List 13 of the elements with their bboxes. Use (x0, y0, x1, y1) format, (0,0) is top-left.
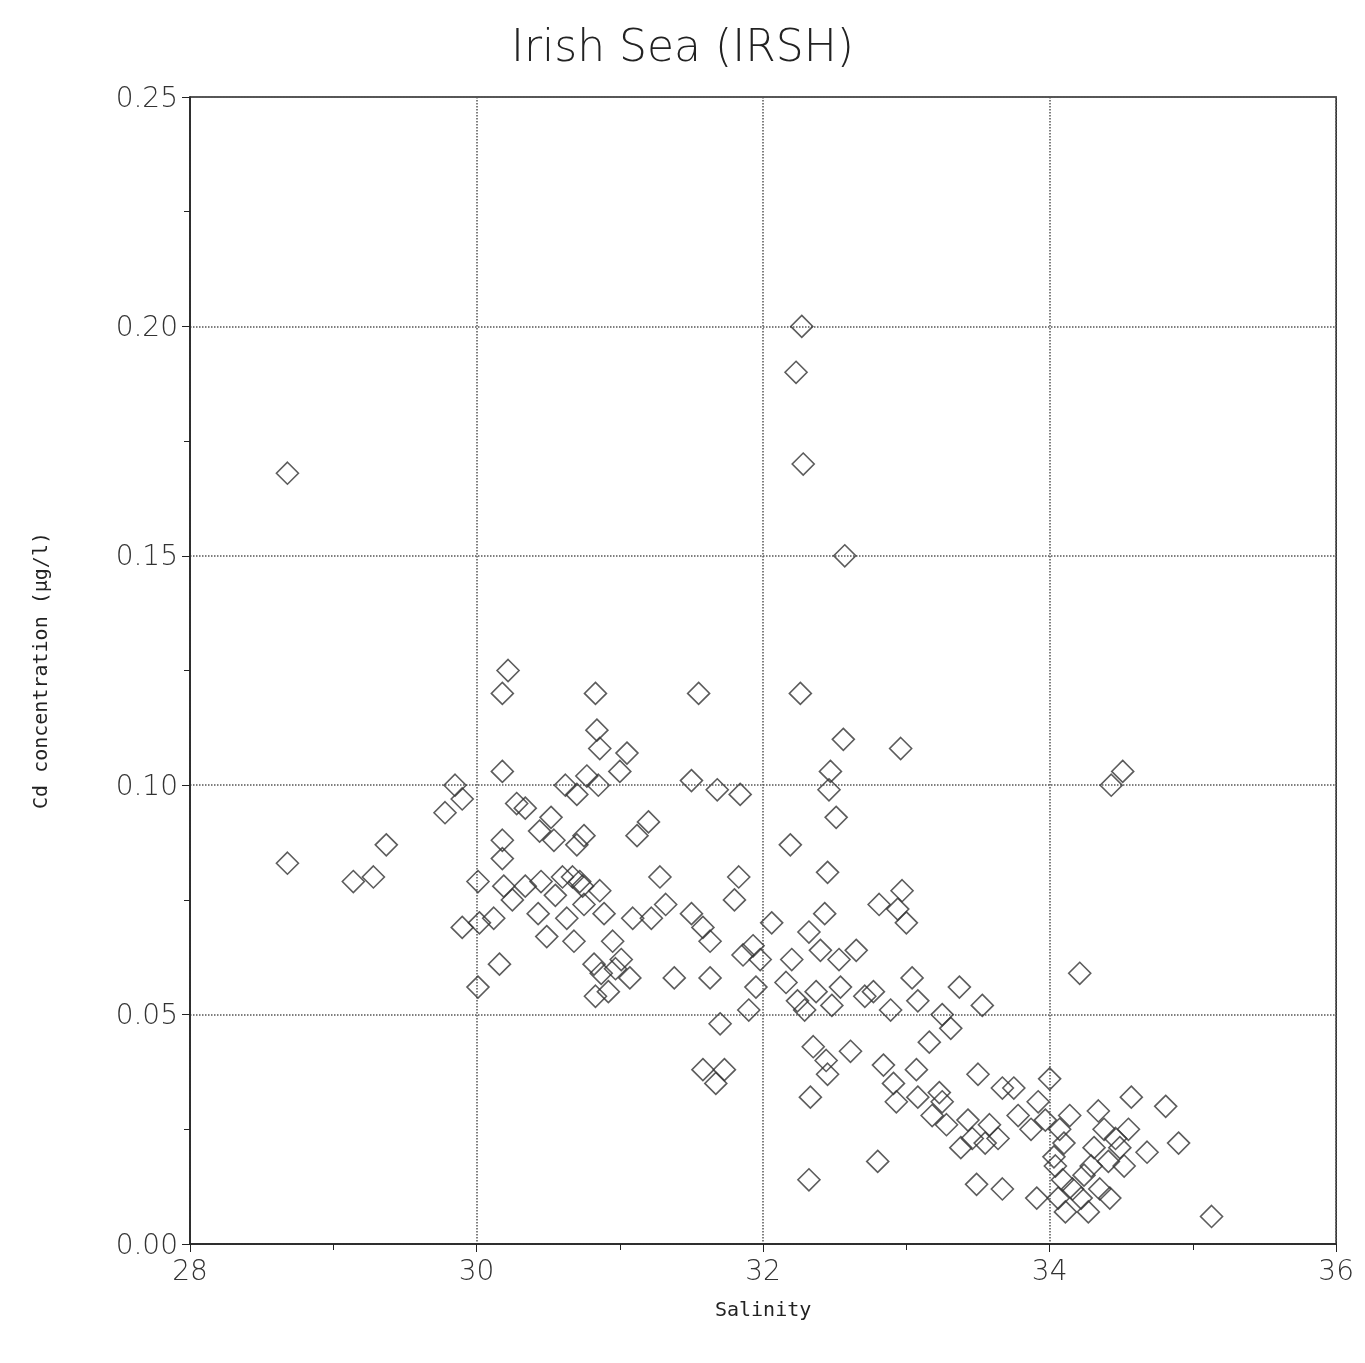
x-tick-label: 32 (745, 1253, 781, 1287)
chart-title: Irish Sea (IRSH) (511, 19, 854, 71)
y-tick-label: 0.15 (115, 539, 178, 573)
y-tick-label: 0.10 (115, 768, 178, 802)
x-tick-label: 36 (1318, 1253, 1355, 1287)
y-tick-label: 0.05 (115, 998, 178, 1032)
x-tick-label: 28 (172, 1253, 208, 1287)
y-tick-label: 0.25 (115, 80, 178, 114)
x-axis-title: Salinity (714, 1297, 812, 1321)
x-tick-label: 34 (1031, 1253, 1068, 1287)
x-tick-label: 30 (458, 1253, 495, 1287)
y-axis-title: Cd concentration (µg/l) (28, 532, 52, 809)
y-tick-label: 0.20 (115, 309, 178, 343)
